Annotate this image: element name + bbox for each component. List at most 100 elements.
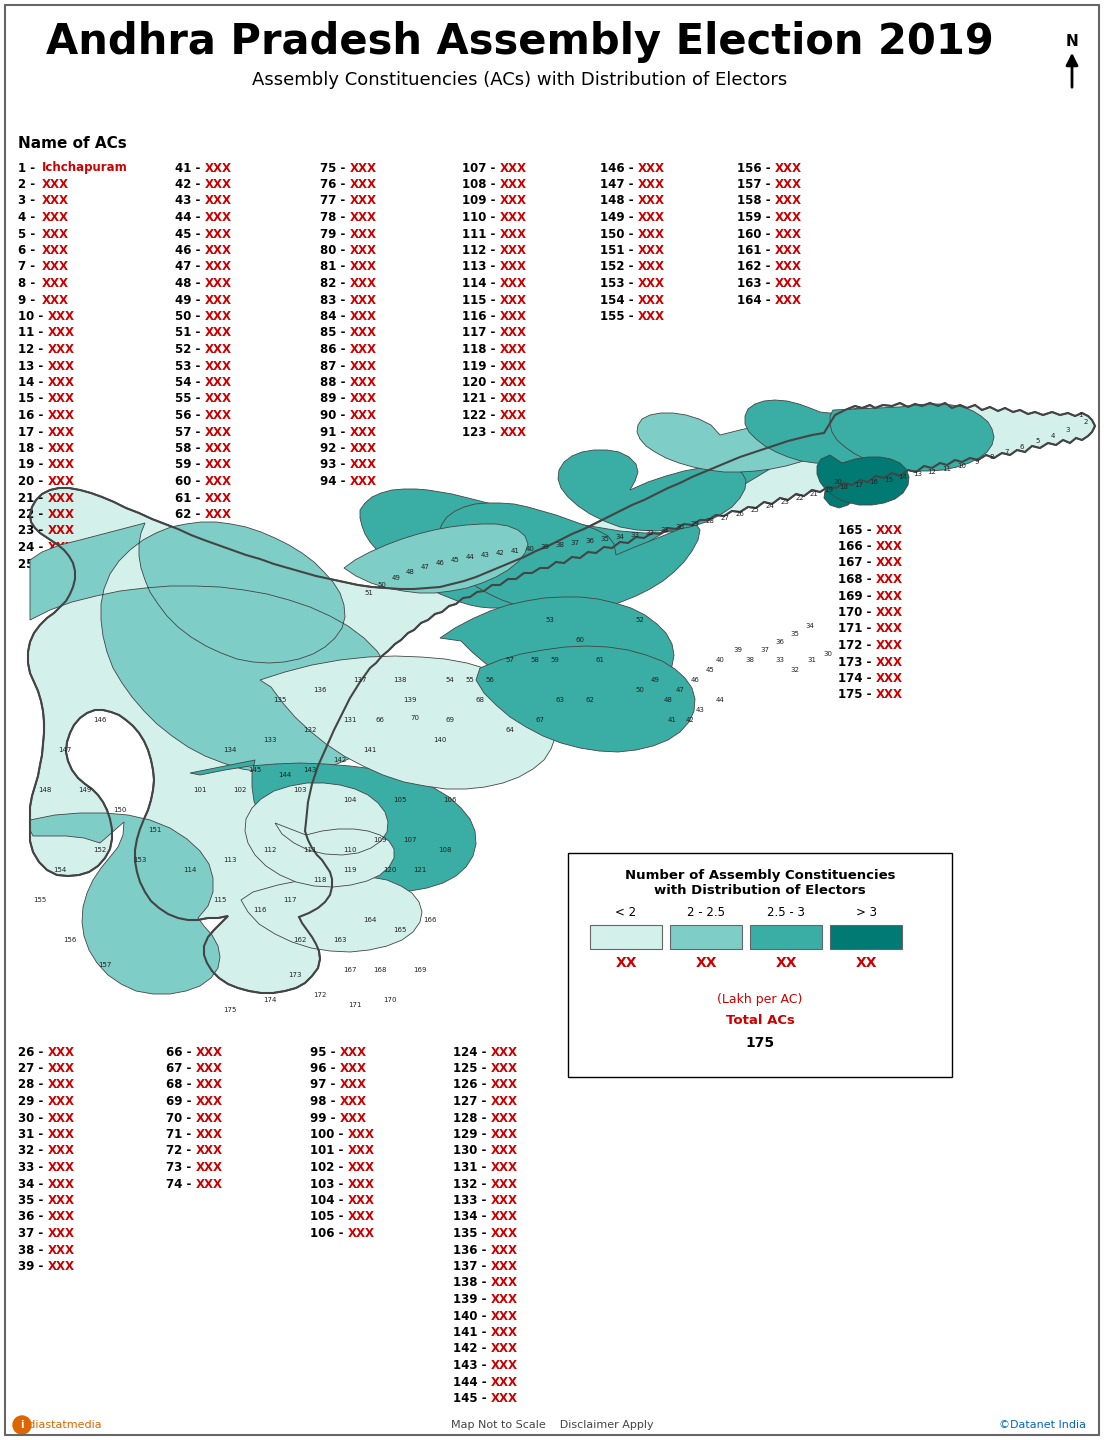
- Text: XXX: XXX: [47, 327, 75, 340]
- Text: XXX: XXX: [197, 1128, 223, 1140]
- Text: 137: 137: [353, 677, 367, 683]
- Text: XXX: XXX: [197, 1161, 223, 1174]
- Text: 18 -: 18 -: [18, 442, 47, 455]
- Text: XXX: XXX: [491, 1244, 518, 1257]
- Text: XXX: XXX: [638, 243, 665, 256]
- Text: 69 -: 69 -: [166, 1094, 195, 1107]
- Text: 167: 167: [343, 968, 357, 973]
- Text: 110 -: 110 -: [461, 212, 499, 225]
- Text: 171 -: 171 -: [838, 622, 875, 635]
- Text: 97 -: 97 -: [310, 1079, 340, 1092]
- Text: 53: 53: [545, 616, 554, 624]
- Text: 49: 49: [650, 677, 659, 683]
- Polygon shape: [745, 400, 893, 464]
- Text: 172: 172: [314, 992, 327, 998]
- Text: 35 -: 35 -: [18, 1194, 47, 1207]
- Text: > 3: > 3: [856, 907, 877, 920]
- Text: XXX: XXX: [205, 243, 232, 256]
- Text: 50: 50: [636, 687, 645, 693]
- Text: 77 -: 77 -: [320, 194, 349, 207]
- Text: 106 -: 106 -: [310, 1227, 348, 1240]
- Text: XXX: XXX: [47, 541, 75, 554]
- Bar: [750, 924, 822, 949]
- Text: 150 -: 150 -: [599, 228, 638, 240]
- Text: XXX: XXX: [638, 161, 665, 174]
- Text: 52: 52: [636, 616, 645, 624]
- Text: 65 -: 65 -: [176, 557, 204, 570]
- Text: 102 -: 102 -: [310, 1161, 348, 1174]
- Polygon shape: [344, 524, 528, 593]
- Text: XXX: XXX: [500, 228, 527, 240]
- Text: XXX: XXX: [350, 194, 376, 207]
- Text: XXX: XXX: [348, 1161, 375, 1174]
- Text: 106: 106: [443, 796, 457, 804]
- Text: 87 -: 87 -: [320, 360, 350, 373]
- Text: 76 -: 76 -: [320, 179, 350, 192]
- Text: 114: 114: [183, 867, 197, 873]
- Text: 7 -: 7 -: [18, 261, 40, 274]
- Text: XXX: XXX: [47, 310, 75, 323]
- Text: 39: 39: [541, 544, 550, 550]
- Text: 168: 168: [373, 968, 386, 973]
- Text: XXX: XXX: [350, 179, 376, 192]
- Text: 159 -: 159 -: [737, 212, 775, 225]
- Text: 46: 46: [691, 677, 700, 683]
- Text: 20 -: 20 -: [18, 475, 47, 488]
- Text: 114 -: 114 -: [461, 276, 500, 289]
- Text: XXX: XXX: [500, 327, 527, 340]
- Text: 15: 15: [884, 477, 893, 482]
- Text: 169: 169: [413, 968, 427, 973]
- Bar: [830, 924, 902, 949]
- Text: 138: 138: [393, 677, 406, 683]
- Text: XXX: XXX: [350, 409, 376, 422]
- Text: 108 -: 108 -: [461, 179, 500, 192]
- Text: 26 -: 26 -: [18, 1045, 47, 1058]
- Text: 27 -: 27 -: [18, 1063, 47, 1076]
- Text: 33: 33: [630, 531, 639, 539]
- FancyBboxPatch shape: [567, 852, 952, 1077]
- Text: XXX: XXX: [491, 1045, 518, 1058]
- Text: 36: 36: [585, 539, 594, 544]
- Text: 152: 152: [94, 847, 107, 852]
- Text: 63: 63: [555, 697, 564, 703]
- Text: XXX: XXX: [47, 1128, 75, 1140]
- Text: 31 -: 31 -: [18, 1128, 47, 1140]
- Text: 11 -: 11 -: [18, 327, 47, 340]
- Text: XXX: XXX: [47, 376, 75, 389]
- Text: XXX: XXX: [500, 261, 527, 274]
- Text: XXX: XXX: [491, 1326, 518, 1339]
- Text: XXX: XXX: [47, 557, 75, 570]
- Text: XXX: XXX: [47, 343, 75, 356]
- Text: 62 -: 62 -: [176, 508, 204, 521]
- Text: 137 -: 137 -: [453, 1260, 490, 1273]
- Polygon shape: [817, 455, 909, 505]
- Text: 30: 30: [824, 651, 832, 657]
- Text: 71 -: 71 -: [166, 1128, 195, 1140]
- Text: 102: 102: [233, 788, 246, 793]
- Text: 13: 13: [913, 471, 923, 477]
- Text: 52 -: 52 -: [176, 343, 204, 356]
- Text: 120: 120: [383, 867, 396, 873]
- Text: 4: 4: [1051, 433, 1055, 439]
- Text: 117 -: 117 -: [461, 327, 499, 340]
- Text: 32: 32: [646, 530, 655, 536]
- Text: XXX: XXX: [197, 1145, 223, 1158]
- Text: 144: 144: [278, 772, 291, 778]
- Text: XXX: XXX: [875, 622, 903, 635]
- Text: 40: 40: [526, 546, 534, 552]
- Text: 99 -: 99 -: [310, 1112, 340, 1125]
- Text: XXX: XXX: [500, 294, 527, 307]
- Text: 41: 41: [510, 549, 520, 554]
- Text: XXX: XXX: [491, 1227, 518, 1240]
- Text: 73 -: 73 -: [166, 1161, 195, 1174]
- Text: 171: 171: [348, 1002, 362, 1008]
- Text: 127 -: 127 -: [453, 1094, 490, 1107]
- Text: Andhra Pradesh Assembly Election 2019: Andhra Pradesh Assembly Election 2019: [46, 22, 994, 63]
- Text: XXX: XXX: [875, 524, 903, 537]
- Text: XXX: XXX: [47, 1045, 75, 1058]
- Text: 45: 45: [705, 667, 714, 672]
- Text: XXX: XXX: [205, 194, 232, 207]
- Text: 126 -: 126 -: [453, 1079, 490, 1092]
- Text: XXX: XXX: [205, 393, 232, 406]
- Text: 108: 108: [438, 847, 452, 852]
